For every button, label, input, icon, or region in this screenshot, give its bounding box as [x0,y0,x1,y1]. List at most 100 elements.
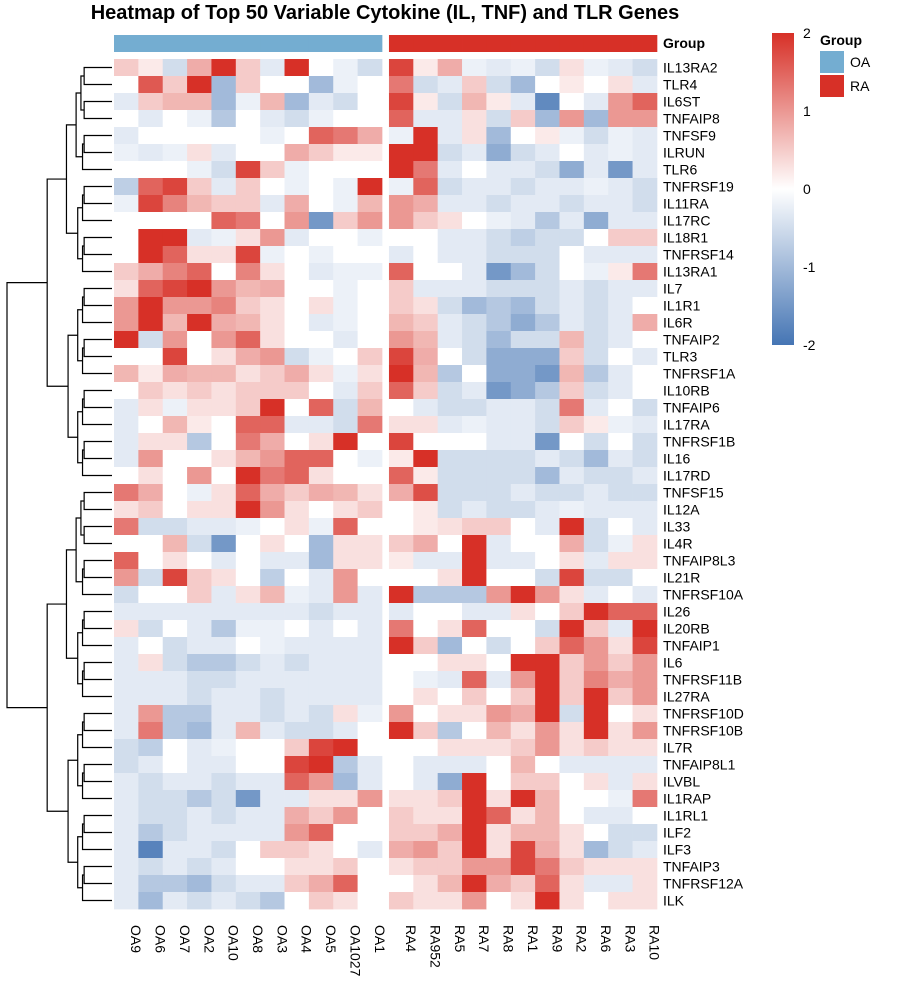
dendrogram-branch [65,549,78,659]
heatmap-cell [211,858,237,876]
heatmap-cell [462,433,487,451]
heatmap-cell [187,858,212,876]
heatmap-cell [583,790,609,808]
color-scale-tick: 0 [803,181,811,197]
heatmap-cell [138,382,164,400]
heatmap-cell [235,501,261,519]
heatmap-cell [235,348,261,366]
heatmap-cell [162,603,188,621]
dendrogram-branch [83,491,112,511]
heatmap-cell [333,280,358,298]
heatmap-cell [608,195,633,213]
heatmap-cell [486,756,512,774]
group-annotation-cell [632,35,658,52]
heatmap-cell [388,603,414,621]
heatmap-cell [114,161,139,179]
dendrogram-branch [83,559,112,579]
dendrogram-branch [81,619,112,647]
heatmap-cell [138,739,164,757]
heatmap-cell [510,603,536,621]
heatmap-cell [308,535,334,553]
heatmap-cell [308,620,334,638]
heatmap-cell [486,59,512,77]
heatmap-cell [211,246,237,264]
row-label: ILF3 [663,842,691,858]
heatmap-cell [162,501,188,519]
heatmap-cell [162,399,188,417]
heatmap-cell [211,705,237,723]
heatmap-cell [413,433,439,451]
heatmap-cell [284,671,310,689]
heatmap-cell [388,569,414,587]
heatmap-cell [608,416,633,434]
heatmap-cell [559,450,585,468]
heatmap-cell [235,892,261,910]
dendrogram-branch [81,772,112,800]
heatmap-cell [284,348,310,366]
heatmap-cell [462,739,487,757]
heatmap-cell [235,603,261,621]
heatmap-cell [235,416,261,434]
heatmap-cell [608,144,633,162]
heatmap-cell [235,722,261,740]
dendrogram-branch [83,525,112,545]
heatmap-cell [308,144,334,162]
heatmap-cell [632,518,658,536]
heatmap-cell [462,654,487,672]
heatmap-cell [510,671,536,689]
heatmap-cell [510,297,536,315]
heatmap-cell [486,263,512,281]
heatmap-cell [357,127,383,145]
heatmap-cell [187,892,212,910]
heatmap-cell [333,654,358,672]
column-label: OA10 [226,925,242,961]
dendrogram-branch [81,245,112,273]
row-label: TNFRSF1A [663,366,736,382]
heatmap-cell [559,365,585,383]
heatmap-cell [235,484,261,502]
heatmap-cell [486,195,512,213]
heatmap-cell [308,603,334,621]
heatmap-cell [187,195,212,213]
heatmap-cell [559,603,585,621]
heatmap-cell [462,399,487,417]
heatmap-cell [260,348,285,366]
heatmap-cell [608,280,633,298]
heatmap-cell [138,314,164,332]
heatmap-cell [583,586,609,604]
heatmap-cell [308,807,334,825]
heatmap-cell [608,739,633,757]
heatmap-cell [284,705,310,723]
heatmap-cell [437,229,463,247]
heatmap-cell [114,229,139,247]
heatmap-cell [162,773,188,791]
heatmap-cell [510,59,536,77]
heatmap-cell [559,586,585,604]
heatmap-cell [510,773,536,791]
heatmap-cell [187,76,212,94]
heatmap-cell [559,705,585,723]
heatmap-cell [462,110,487,128]
heatmap-cell [510,348,536,366]
heatmap-cell [583,688,609,706]
heatmap-cell [333,246,358,264]
heatmap-cell [260,654,285,672]
heatmap-cell [583,263,609,281]
group-annotation-cell [388,35,414,52]
heatmap-cell [357,875,383,893]
group-annotation-cell [162,35,188,52]
heatmap-cell [211,569,237,587]
column-label: OA1 [372,925,388,953]
dendrogram-branch [81,874,112,902]
heatmap-cell [114,314,139,332]
heatmap-cell [114,858,139,876]
heatmap-cell [162,824,188,842]
heatmap-cell [535,773,560,791]
heatmap-cell [357,722,383,740]
heatmap-cell [510,467,536,485]
heatmap-cell [284,892,310,910]
row-label: IL17RC [663,213,710,229]
heatmap-cell [437,620,463,638]
heatmap-cell [559,790,585,808]
heatmap-cell [211,552,237,570]
